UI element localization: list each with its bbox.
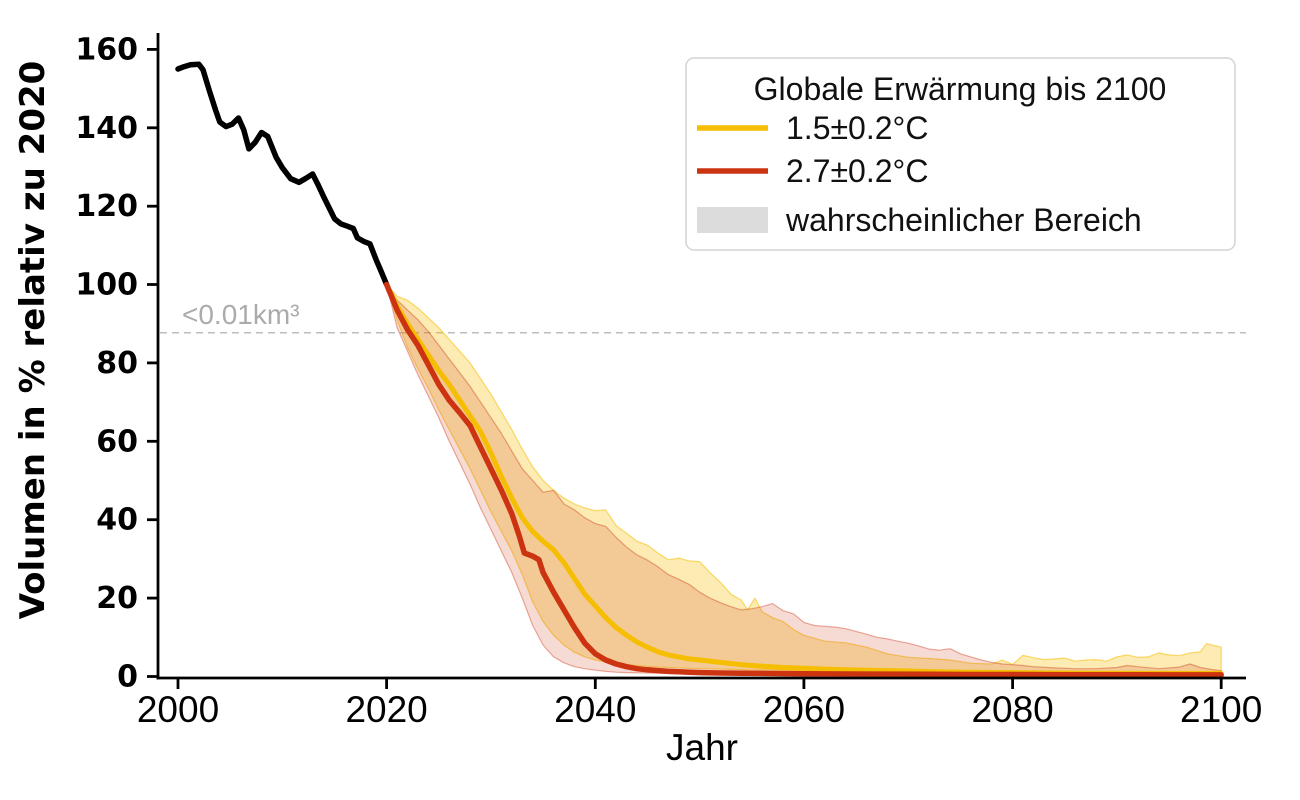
y-tick-label-120: 120 [75,189,138,224]
y-tick-label-0: 0 [117,660,138,695]
y-tick-label-60: 60 [96,424,138,459]
legend-label-range: wahrscheinlicher Bereich [785,202,1142,238]
tick-labels: 2000 2020 2040 2060 2080 21000204060801001201… [75,32,1262,730]
y-tick-label-100: 100 [75,268,138,303]
legend-swatch-patch [697,207,768,233]
y-tick-label-80: 80 [96,346,138,381]
legend-label-1-5: 1.5±0.2°C [786,110,928,146]
band-0 [386,283,1222,676]
x-tick-label-2080: 2080 [971,689,1053,730]
band-1 [386,283,1222,677]
series-line-2 [383,281,1224,678]
x-tick-label-2000: 2000 [137,689,219,730]
legend: Globale Erwärmung bis 2100 1.5±0.2°C 2.7… [685,57,1236,251]
tick-marks [147,48,1223,689]
series-line-0 [175,61,390,288]
y-tick-label-160: 160 [75,32,138,67]
x-tick-label-2040: 2040 [554,689,636,730]
threshold-annotation: <0.01km³ [182,299,300,330]
uncertainty-bands [386,283,1222,677]
y-tick-label-20: 20 [96,581,138,616]
x-tick-label-2060: 2060 [763,689,845,730]
data-series [175,61,1224,678]
y-axis-label: Volumen in % relativ zu 2020 [13,61,53,620]
legend-box [685,57,1236,251]
axes: 2000 2020 2040 2060 2080 21000204060801001201… [75,32,1262,730]
x-tick-label-2100: 2100 [1180,689,1262,730]
legend-label-2-7: 2.7±0.2°C [786,153,928,189]
y-tick-label-140: 140 [75,111,138,146]
x-tick-label-2020: 2020 [345,689,427,730]
x-axis-label: Jahr [666,727,738,768]
y-tick-label-40: 40 [96,503,138,538]
legend-title: Globale Erwärmung bis 2100 [754,71,1167,107]
